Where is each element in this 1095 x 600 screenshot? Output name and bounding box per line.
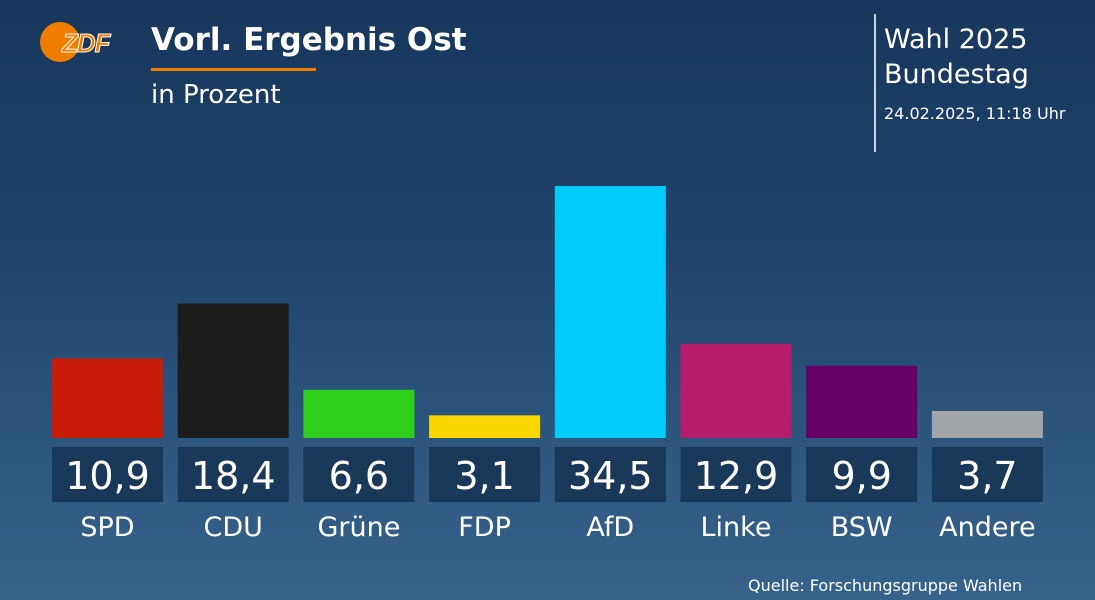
bar-afd — [554, 186, 666, 438]
chart-title: Vorl. Ergebnis Ost — [151, 22, 467, 58]
value-label: 9,9 — [831, 454, 891, 498]
value-label: 12,9 — [694, 454, 779, 498]
value-box — [806, 447, 918, 502]
bar-cdu — [177, 303, 289, 438]
value-label: 6,6 — [329, 454, 389, 498]
category-label: BSW — [831, 512, 893, 543]
category-label: FDP — [458, 512, 511, 543]
value-box — [177, 447, 289, 502]
category-label: AfD — [586, 512, 634, 543]
value-label: 18,4 — [191, 454, 276, 498]
bar-bsw — [806, 365, 918, 438]
chart-subtitle: in Prozent — [151, 80, 281, 110]
category-label: CDU — [203, 512, 262, 543]
bar-andere — [931, 410, 1043, 438]
value-label: 3,1 — [454, 454, 514, 498]
category-label: Andere — [939, 512, 1035, 543]
value-box — [931, 447, 1043, 502]
bar-fdp — [429, 415, 541, 438]
value-box — [52, 447, 163, 502]
value-label: 3,7 — [957, 454, 1017, 498]
value-label: 10,9 — [65, 454, 150, 498]
title-underline — [151, 68, 316, 71]
category-label: SPD — [80, 512, 134, 543]
logo-text: ZDF — [62, 28, 112, 59]
election-type: Bundestag — [884, 59, 1029, 90]
election-info: Wahl 2025 Bundestag — [884, 22, 1029, 92]
election-year: Wahl 2025 — [884, 24, 1028, 55]
bar-linke — [680, 343, 792, 438]
bar-spd — [52, 358, 163, 438]
logo-circle-icon — [40, 22, 80, 62]
value-label: 34,5 — [568, 454, 653, 498]
value-box — [554, 447, 666, 502]
timestamp: 24.02.2025, 11:18 Uhr — [884, 104, 1066, 123]
value-box — [680, 447, 792, 502]
zdf-logo: ZDF — [40, 22, 112, 62]
value-box — [303, 447, 415, 502]
value-box — [429, 447, 541, 502]
header-divider — [874, 14, 876, 152]
category-label: Grüne — [317, 512, 400, 543]
category-label: Linke — [701, 512, 772, 543]
source-note: Quelle: Forschungsgruppe Wahlen — [748, 576, 1023, 595]
bar-grüne — [303, 389, 415, 438]
